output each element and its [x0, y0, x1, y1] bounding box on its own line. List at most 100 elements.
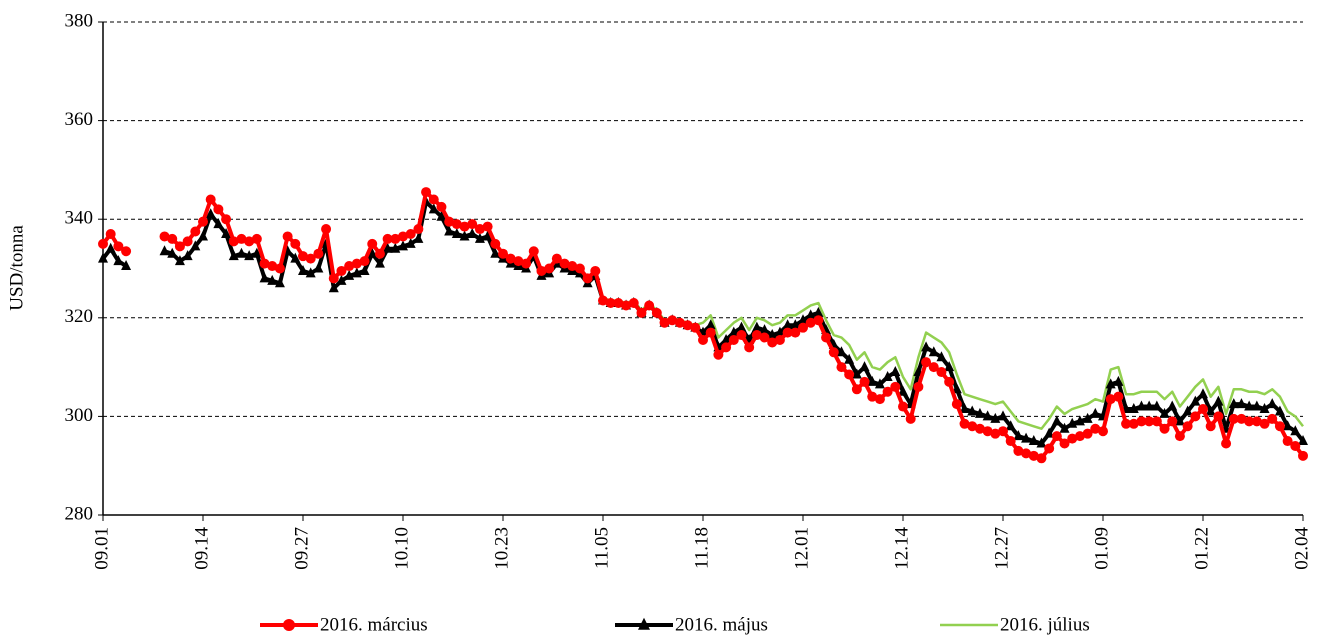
data-point	[928, 362, 939, 373]
data-point	[121, 246, 132, 257]
data-point	[921, 357, 932, 368]
data-point	[205, 208, 216, 219]
data-point	[944, 361, 955, 372]
data-point	[951, 399, 962, 410]
data-point	[998, 426, 1008, 437]
data-point	[1236, 413, 1247, 424]
data-point	[459, 221, 470, 232]
x-tick-label: 01.22	[1191, 527, 1212, 570]
x-tick-label: 12.27	[991, 527, 1012, 570]
data-point	[1067, 433, 1078, 444]
data-point	[298, 264, 308, 275]
data-point	[1182, 421, 1193, 432]
data-point	[259, 272, 270, 283]
series-line	[163, 190, 1305, 461]
x-tick-label: 12.01	[791, 527, 812, 570]
data-point	[205, 194, 216, 205]
data-point	[98, 252, 108, 263]
data-point	[790, 319, 801, 330]
data-point	[1290, 440, 1301, 451]
data-point	[267, 261, 278, 272]
data-point	[1044, 443, 1055, 454]
data-point	[728, 326, 739, 337]
data-point	[490, 247, 501, 258]
data-point	[1151, 416, 1162, 427]
data-point	[1159, 407, 1170, 418]
data-point	[167, 233, 178, 244]
data-point	[1128, 418, 1139, 429]
data-point	[713, 349, 724, 360]
data-point	[551, 253, 562, 264]
data-point	[428, 194, 439, 205]
data-point	[1113, 375, 1124, 386]
data-point	[1244, 400, 1255, 411]
data-point	[967, 405, 978, 416]
x-tick-label: 09.27	[291, 527, 312, 570]
data-point	[1136, 416, 1147, 427]
x-tick-label: 11.18	[691, 527, 712, 569]
data-point	[328, 273, 339, 284]
data-point	[351, 258, 362, 269]
data-point	[867, 391, 878, 402]
data-point	[113, 255, 124, 266]
data-point	[121, 260, 132, 271]
data-point	[344, 269, 355, 280]
data-point	[236, 233, 247, 244]
data-point	[413, 224, 424, 235]
data-point	[1167, 416, 1178, 427]
data-point	[998, 410, 1008, 421]
data-point	[1251, 400, 1262, 411]
data-point	[1144, 400, 1155, 411]
data-point	[674, 317, 685, 328]
data-point	[444, 225, 455, 236]
data-point	[659, 317, 670, 328]
data-point	[305, 267, 316, 278]
data-point	[1221, 438, 1232, 449]
data-point	[521, 258, 532, 269]
data-point	[613, 298, 624, 309]
data-point	[290, 252, 301, 263]
data-point	[282, 231, 293, 242]
data-point	[844, 369, 855, 380]
data-point	[236, 247, 247, 258]
data-point	[174, 255, 185, 266]
data-point	[159, 245, 170, 256]
data-point	[928, 346, 939, 357]
legend-label: 2016. július	[1000, 614, 1090, 635]
data-point	[1167, 400, 1178, 411]
data-point	[228, 236, 239, 247]
data-point	[574, 263, 585, 274]
data-point	[290, 238, 301, 249]
data-point	[921, 341, 932, 352]
data-point	[174, 241, 185, 252]
data-point	[428, 203, 439, 214]
y-axis-label: USD/tonna	[6, 225, 27, 311]
data-point	[1198, 404, 1208, 415]
data-point	[1159, 423, 1170, 434]
data-point	[1205, 405, 1216, 416]
x-tick-label: 11.05	[591, 527, 612, 569]
legend-marker	[283, 619, 295, 631]
data-point	[451, 219, 462, 230]
data-point	[1228, 413, 1239, 424]
data-point	[436, 201, 447, 212]
data-point	[390, 233, 401, 244]
data-point	[767, 329, 778, 340]
data-point	[167, 247, 178, 258]
x-tick-label: 10.10	[391, 527, 412, 570]
data-point	[821, 332, 832, 343]
data-point	[228, 250, 239, 261]
data-point	[751, 330, 762, 341]
data-point	[828, 347, 839, 358]
data-point	[1082, 428, 1093, 439]
data-point	[1174, 431, 1185, 442]
data-point	[1198, 388, 1208, 399]
data-point	[1298, 435, 1308, 446]
data-point	[1236, 398, 1247, 409]
data-point	[159, 231, 170, 242]
data-point	[1013, 430, 1024, 441]
data-point	[1213, 411, 1224, 422]
data-point	[382, 242, 393, 253]
data-point	[336, 265, 347, 276]
